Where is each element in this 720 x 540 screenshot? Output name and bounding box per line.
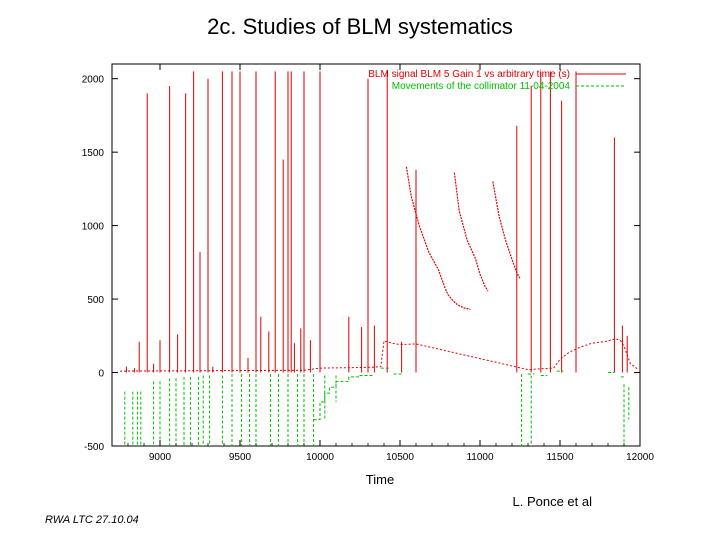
y-tick-label: 0 [98, 369, 104, 380]
x-tick-label: 10000 [306, 452, 334, 463]
x-tick-label: 11500 [546, 452, 574, 463]
x-tick-label: 10500 [386, 452, 414, 463]
x-tick-label: 9000 [149, 452, 172, 463]
y-tick-label: 1000 [82, 222, 105, 233]
x-axis-label: Time [365, 472, 395, 487]
blm-decay-curve [405, 166, 471, 310]
legend-label: BLM signal BLM 5 Gain 1 vs arbitrary tim… [368, 69, 570, 80]
x-tick-label: 12000 [626, 452, 654, 463]
chart-data-layer [119, 71, 639, 446]
footer-note: RWA LTC 27.10.04 [45, 514, 139, 526]
slide-title: 2c. Studies of BLM systematics [207, 14, 513, 39]
blm-baseline-line [119, 338, 639, 372]
y-tick-label: -500 [84, 442, 104, 453]
chart-frame [111, 63, 641, 447]
chart-ticks: -500 0 500 1000 1500 2000 9000 9500 10000 10500 11… [82, 64, 654, 463]
y-tick-label: 1500 [82, 148, 105, 159]
collimator-movement-line [313, 375, 375, 421]
x-tick-label: 9500 [229, 452, 252, 463]
blm-decay-curve [453, 172, 489, 292]
legend-label: Movements of the collimator 11-04-2004 [392, 81, 571, 92]
y-tick-label: 500 [87, 295, 104, 306]
plot-area-border [111, 63, 641, 447]
author-credit: L. Ponce et al [512, 494, 593, 509]
y-tick-label: 2000 [82, 75, 105, 86]
blm-decay-curve [492, 181, 521, 279]
x-tick-label: 11000 [466, 452, 494, 463]
chart-legend: BLM signal BLM 5 Gain 1 vs arbitrary tim… [368, 69, 626, 92]
